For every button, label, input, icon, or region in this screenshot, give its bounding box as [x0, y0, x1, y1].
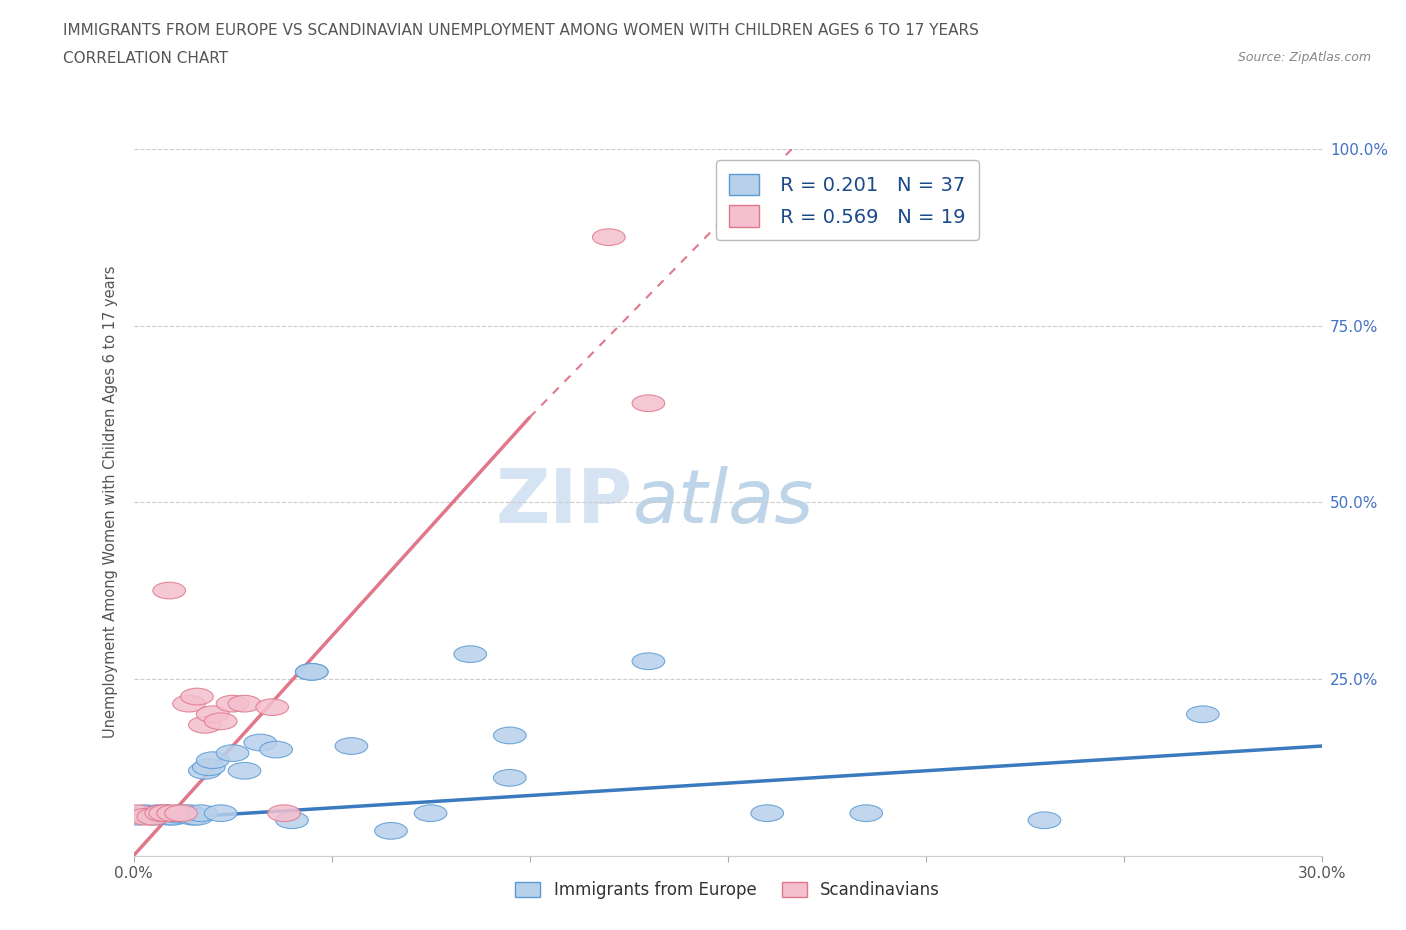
- Ellipse shape: [295, 663, 328, 680]
- Ellipse shape: [260, 741, 292, 758]
- Ellipse shape: [149, 804, 181, 821]
- Ellipse shape: [245, 734, 277, 751]
- Ellipse shape: [197, 706, 229, 723]
- Ellipse shape: [149, 804, 181, 821]
- Ellipse shape: [256, 698, 288, 715]
- Ellipse shape: [193, 759, 225, 776]
- Ellipse shape: [295, 663, 328, 680]
- Ellipse shape: [267, 804, 301, 821]
- Ellipse shape: [165, 804, 197, 821]
- Ellipse shape: [173, 696, 205, 712]
- Ellipse shape: [374, 822, 408, 839]
- Ellipse shape: [454, 645, 486, 662]
- Text: atlas: atlas: [633, 466, 814, 538]
- Ellipse shape: [160, 806, 194, 823]
- Ellipse shape: [204, 713, 238, 730]
- Ellipse shape: [494, 727, 526, 744]
- Ellipse shape: [217, 745, 249, 762]
- Ellipse shape: [751, 804, 783, 821]
- Y-axis label: Unemployment Among Women with Children Ages 6 to 17 years: Unemployment Among Women with Children A…: [103, 266, 118, 738]
- Ellipse shape: [1028, 812, 1060, 829]
- Ellipse shape: [849, 804, 883, 821]
- Ellipse shape: [129, 804, 162, 821]
- Ellipse shape: [145, 804, 177, 821]
- Ellipse shape: [129, 808, 162, 825]
- Ellipse shape: [276, 812, 308, 829]
- Ellipse shape: [169, 806, 201, 823]
- Ellipse shape: [165, 804, 197, 821]
- Ellipse shape: [494, 769, 526, 786]
- Ellipse shape: [136, 808, 170, 825]
- Ellipse shape: [157, 804, 190, 821]
- Ellipse shape: [1187, 706, 1219, 723]
- Ellipse shape: [592, 229, 626, 246]
- Ellipse shape: [136, 808, 170, 825]
- Text: CORRELATION CHART: CORRELATION CHART: [63, 51, 228, 66]
- Ellipse shape: [217, 696, 249, 712]
- Ellipse shape: [228, 696, 260, 712]
- Ellipse shape: [121, 808, 153, 825]
- Ellipse shape: [157, 808, 190, 825]
- Ellipse shape: [177, 808, 209, 825]
- Ellipse shape: [121, 804, 153, 821]
- Ellipse shape: [335, 737, 368, 754]
- Ellipse shape: [633, 395, 665, 412]
- Ellipse shape: [153, 808, 186, 825]
- Ellipse shape: [184, 804, 218, 821]
- Text: ZIP: ZIP: [495, 466, 633, 538]
- Text: Source: ZipAtlas.com: Source: ZipAtlas.com: [1237, 51, 1371, 64]
- Ellipse shape: [180, 688, 214, 705]
- Ellipse shape: [173, 804, 205, 821]
- Legend: Immigrants from Europe, Scandinavians: Immigrants from Europe, Scandinavians: [508, 872, 948, 908]
- Ellipse shape: [188, 716, 221, 733]
- Ellipse shape: [204, 804, 238, 821]
- Ellipse shape: [180, 808, 214, 825]
- Ellipse shape: [415, 804, 447, 821]
- Ellipse shape: [145, 806, 177, 823]
- Ellipse shape: [153, 582, 186, 599]
- Ellipse shape: [188, 763, 221, 779]
- Ellipse shape: [633, 653, 665, 670]
- Ellipse shape: [141, 804, 174, 821]
- Text: IMMIGRANTS FROM EUROPE VS SCANDINAVIAN UNEMPLOYMENT AMONG WOMEN WITH CHILDREN AG: IMMIGRANTS FROM EUROPE VS SCANDINAVIAN U…: [63, 23, 979, 38]
- Ellipse shape: [228, 763, 260, 779]
- Ellipse shape: [197, 751, 229, 768]
